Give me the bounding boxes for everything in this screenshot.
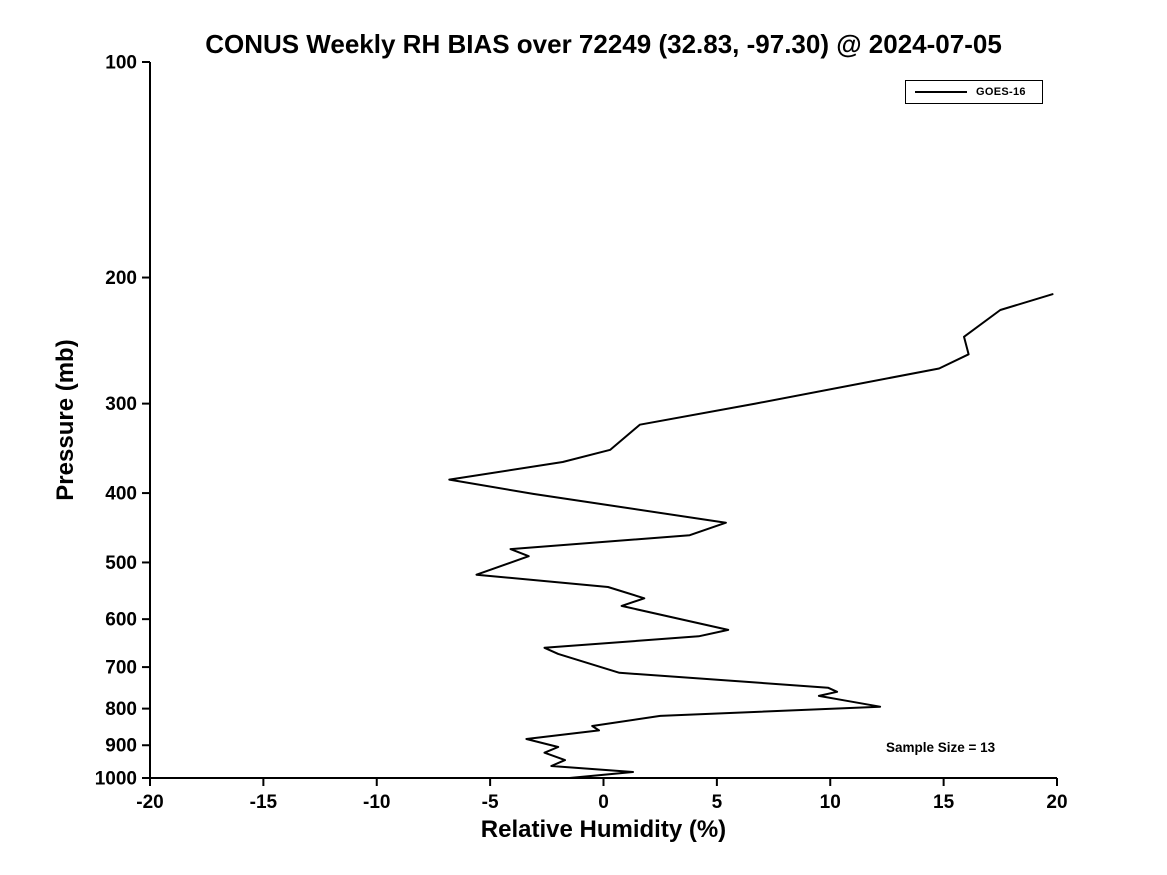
- x-tick-label: 0: [598, 792, 609, 813]
- chart-title: CONUS Weekly RH BIAS over 72249 (32.83, …: [205, 29, 1002, 59]
- legend-line-sample: [915, 91, 967, 93]
- x-tick-label: 20: [1046, 792, 1067, 813]
- y-tick-label: 600: [105, 610, 137, 631]
- y-tick-label: 700: [105, 658, 137, 679]
- sample-size-annotation: Sample Size = 13: [886, 740, 996, 755]
- y-tick-label: 200: [105, 268, 137, 289]
- y-tick-label: 400: [105, 484, 137, 505]
- y-tick-label: 800: [105, 699, 137, 720]
- x-tick-label: 10: [820, 792, 841, 813]
- y-tick-label: 1000: [95, 769, 137, 790]
- y-tick-label: 100: [105, 53, 137, 74]
- x-axis-label: Relative Humidity (%): [480, 816, 727, 843]
- x-tick-label: -5: [482, 792, 499, 813]
- legend-label: GOES-16: [976, 86, 1026, 98]
- series-line-goes-16: [448, 293, 1054, 779]
- y-tick-label: 300: [105, 394, 137, 415]
- x-tick-label: 15: [933, 792, 955, 813]
- x-tick-label: -20: [136, 792, 163, 813]
- x-tick-label: -10: [363, 792, 390, 813]
- y-tick-label: 500: [105, 553, 137, 574]
- y-tick-label: 900: [105, 736, 137, 757]
- x-tick-label: -15: [250, 792, 278, 813]
- legend: GOES-16: [905, 80, 1043, 104]
- y-axis-label: Pressure (mb): [52, 339, 79, 501]
- x-tick-label: 5: [712, 792, 723, 813]
